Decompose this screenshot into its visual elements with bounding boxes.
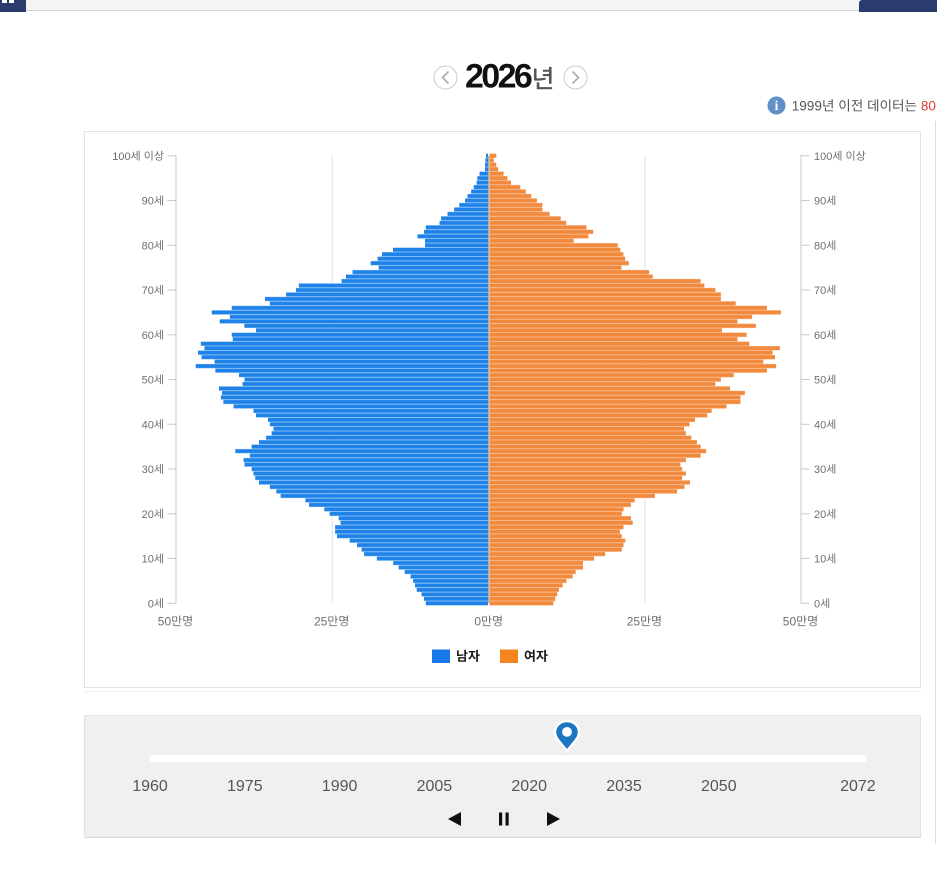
svg-text:50: 50 [783, 614, 797, 628]
svg-text:1999: 1999 [792, 99, 822, 114]
svg-text:60: 60 [142, 330, 154, 342]
svg-text:80: 80 [142, 240, 154, 252]
svg-text:2026: 2026 [465, 58, 532, 96]
svg-text:50: 50 [158, 614, 172, 628]
svg-text:25: 25 [314, 614, 328, 628]
svg-text:20: 20 [142, 509, 154, 521]
svg-text:0: 0 [814, 598, 820, 610]
svg-text:0: 0 [474, 614, 481, 628]
svg-text:30: 30 [814, 464, 826, 476]
svg-text:30: 30 [142, 464, 154, 476]
svg-text:50: 50 [142, 375, 154, 387]
svg-text:25: 25 [627, 614, 641, 628]
svg-text:90: 90 [814, 196, 826, 208]
svg-text:100: 100 [814, 151, 832, 163]
svg-text:80: 80 [921, 99, 937, 114]
svg-text:80: 80 [814, 240, 826, 252]
svg-text:20: 20 [814, 509, 826, 521]
svg-text:10: 10 [814, 554, 826, 566]
svg-text:100: 100 [112, 151, 130, 163]
svg-text:0: 0 [148, 598, 154, 610]
svg-text:90: 90 [142, 196, 154, 208]
svg-text:50: 50 [814, 375, 826, 387]
svg-text:40: 40 [814, 419, 826, 431]
svg-text:70: 70 [814, 285, 826, 297]
svg-text:60: 60 [814, 330, 826, 342]
svg-text:40: 40 [142, 419, 154, 431]
svg-text:10: 10 [142, 554, 154, 566]
svg-text:70: 70 [142, 285, 154, 297]
svg-text:i: i [775, 98, 779, 113]
